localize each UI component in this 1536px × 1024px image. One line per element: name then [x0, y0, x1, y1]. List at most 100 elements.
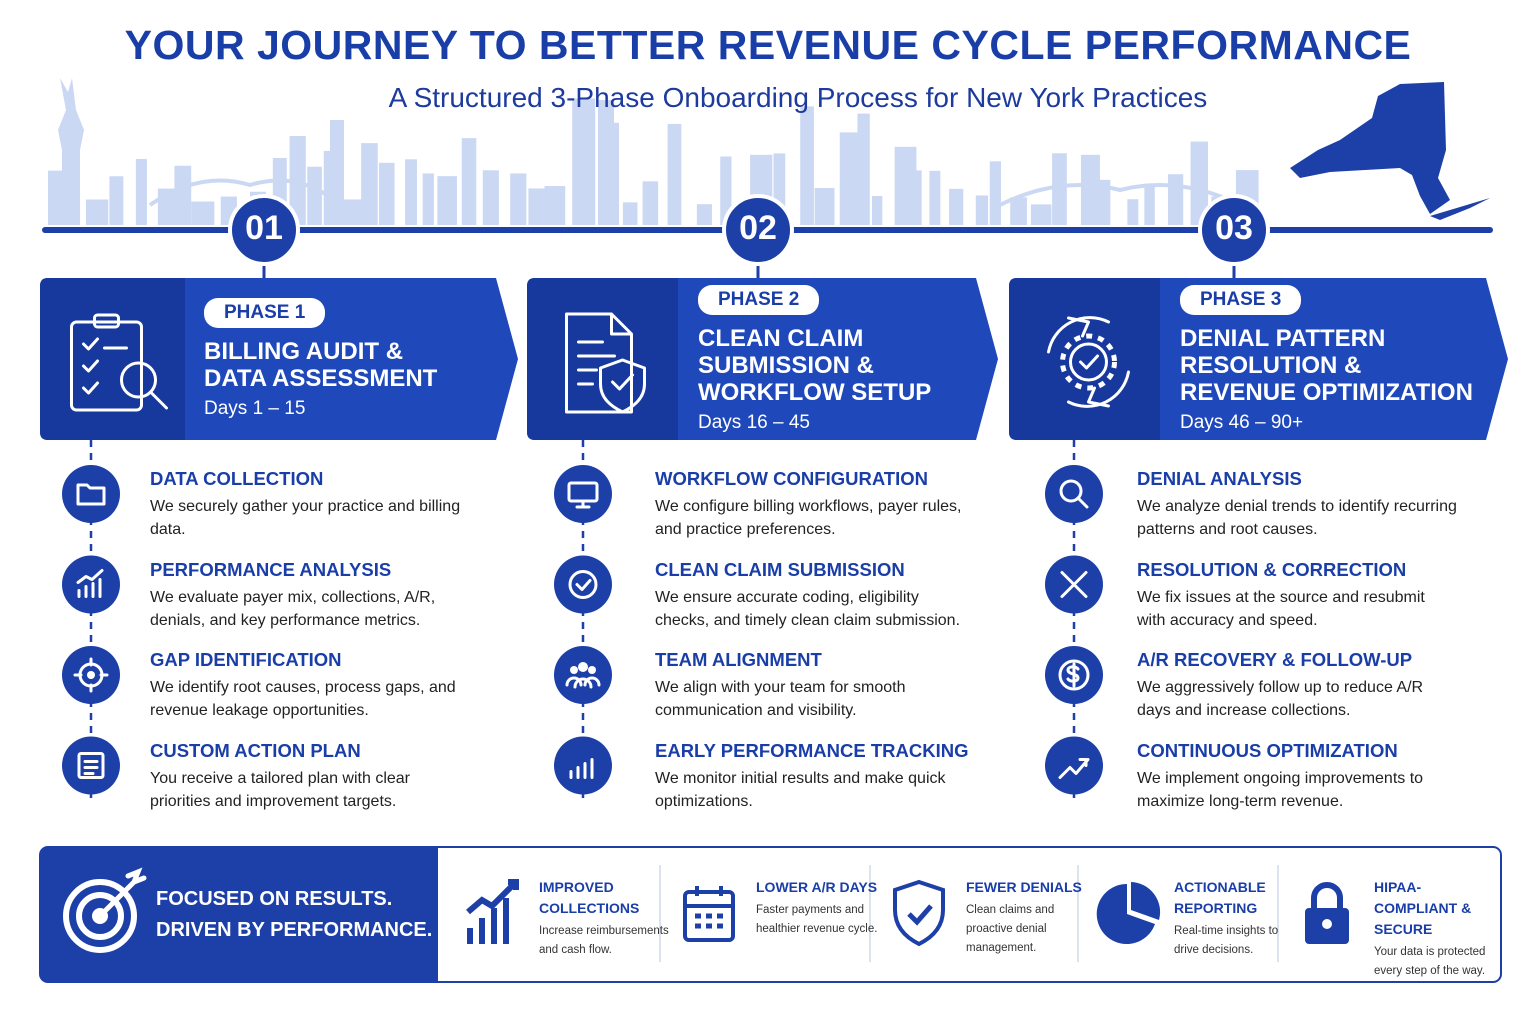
phase-icon-part — [1069, 342, 1108, 382]
step: CLEAN CLAIM SUBMISSION We ensure accurate… — [655, 559, 975, 632]
phase-title-line: SUBMISSION & — [698, 351, 875, 379]
skyline-building — [1030, 204, 1052, 225]
skyline-building — [1127, 199, 1139, 225]
step-icon-part — [1066, 662, 1080, 688]
skyline-building — [343, 199, 367, 225]
skyline-building — [929, 170, 941, 225]
skyline-building — [989, 161, 1001, 225]
step-icon-part — [1060, 571, 1088, 598]
skyline-building — [814, 188, 835, 225]
skyline-building — [48, 170, 66, 225]
skyline-building — [422, 173, 434, 225]
benefit-text: Clean claims and proactive denial manage… — [966, 904, 1055, 954]
step-text: We align with your team for smooth commu… — [655, 679, 906, 719]
step-icon — [565, 662, 601, 689]
page-title: YOUR JOURNEY TO BETTER REVENUE CYCLE PER… — [124, 22, 1412, 68]
benefit-title: IMPROVED COLLECTIONS — [539, 879, 640, 916]
step-icon-part — [76, 569, 104, 598]
target-icon — [63, 867, 147, 953]
skyline-building — [1010, 197, 1027, 225]
skyline-building — [85, 199, 109, 225]
skyline-building — [307, 166, 322, 225]
tagline-line: FOCUSED ON RESULTS. — [156, 888, 393, 910]
step-icon-part — [569, 758, 594, 779]
step-text: We fix issues at the source and resubmit… — [1137, 588, 1425, 629]
benefit: FEWER DENIALS Clean claims and proactive … — [966, 877, 1096, 958]
benefit-title: ACTIONABLE REPORTING — [1174, 879, 1266, 916]
benefit-text: Faster payments and healthier revenue cy… — [756, 904, 878, 935]
skyline-building — [857, 113, 870, 225]
step-text: We identify root causes, process gaps, a… — [150, 679, 456, 719]
statue-of-liberty — [58, 78, 84, 225]
step: EARLY PERFORMANCE TRACKING We monitor ini… — [655, 740, 975, 813]
target-icon-part — [97, 867, 147, 919]
phase-icon-part — [599, 358, 646, 414]
phase-badge: PHASE 2 — [698, 284, 820, 315]
benefit-icon — [466, 879, 519, 944]
phase-badge: PHASE 1 — [204, 298, 326, 328]
phase-icon — [1047, 316, 1130, 408]
step-icon-part — [588, 666, 596, 674]
phase-icon-part — [565, 312, 633, 414]
phase-icon-part — [1047, 316, 1130, 408]
step-text: We configure billing workflows, payer ru… — [655, 498, 962, 538]
phase-title-line: CLEAN CLAIM — [698, 324, 864, 352]
phase-number: 01 — [245, 209, 283, 247]
phase-icon-part — [149, 390, 168, 410]
step-text: We monitor initial results and make quic… — [655, 769, 946, 810]
step-icon-circle — [1045, 465, 1103, 523]
benefit: ACTIONABLE REPORTING Real-time insights t… — [1174, 877, 1304, 960]
step-title: WORKFLOW CONFIGURATION — [655, 468, 929, 489]
skyline-building — [437, 176, 457, 225]
step: WORKFLOW CONFIGURATION We configure billi… — [655, 468, 975, 541]
step-icon-part — [1059, 479, 1083, 503]
step-icon-circle — [554, 646, 612, 704]
benefit-icon-part — [1131, 882, 1161, 920]
phase-icon — [565, 312, 646, 414]
benefit-icon — [1305, 882, 1349, 944]
skyline-building — [949, 188, 964, 225]
footer-tagline: FOCUSED ON RESULTS. DRIVEN BY PERFORMANCE… — [156, 884, 432, 946]
skyline-building — [839, 132, 862, 225]
step-icon — [77, 752, 105, 779]
benefit: HIPAA-COMPLIANT & SECURE Your data is pro… — [1374, 877, 1504, 981]
benefit-icon — [893, 879, 945, 947]
step-text: We analyze denial trends to identify rec… — [1137, 498, 1457, 538]
step-title: RESOLUTION & CORRECTION — [1137, 558, 1407, 580]
phase-title-line: RESOLUTION & — [1180, 351, 1362, 379]
step-icon-part — [565, 676, 601, 689]
step-icon — [76, 483, 106, 506]
step-title: A/R RECOVERY & FOLLOW-UP — [1137, 649, 1413, 670]
step-icon-circle — [62, 555, 120, 614]
step-title: GAP IDENTIFICATION — [150, 649, 342, 670]
step-icon-part — [83, 760, 99, 775]
benefit-icon-part — [466, 879, 519, 944]
new-york-state-map — [1290, 82, 1490, 220]
step-icon — [1058, 758, 1090, 779]
phase-title-line: DATA ASSESSMENT — [204, 365, 438, 392]
skyline-building — [544, 186, 566, 225]
skyline-building — [510, 173, 527, 225]
phase-icon-part — [577, 340, 616, 386]
skyline-tower — [330, 120, 344, 225]
skyline-building — [191, 201, 215, 225]
skyline-building — [1099, 179, 1111, 225]
skyline-building — [361, 143, 378, 225]
step-icon-part — [570, 666, 578, 674]
benefit-title: LOWER A/R DAYS — [756, 879, 878, 895]
step-icon — [569, 758, 594, 779]
skyline-building — [405, 159, 417, 225]
step-text: We evaluate payer mix, collections, A/R,… — [150, 588, 436, 629]
bridge — [148, 178, 342, 207]
skyline-building — [174, 165, 192, 225]
skyline-building — [667, 123, 682, 225]
phase-icon-part — [82, 337, 128, 395]
phase-number: 03 — [1215, 209, 1253, 247]
skyline-building — [696, 204, 712, 225]
benefit-icon — [1096, 882, 1161, 944]
phase-icon-part — [1060, 333, 1117, 391]
page-subtitle: A Structured 3-Phase Onboarding Process … — [388, 82, 1208, 113]
phase-title-line: DENIAL PATTERN — [1180, 324, 1386, 352]
phase-title-line: BILLING AUDIT & — [204, 338, 404, 365]
